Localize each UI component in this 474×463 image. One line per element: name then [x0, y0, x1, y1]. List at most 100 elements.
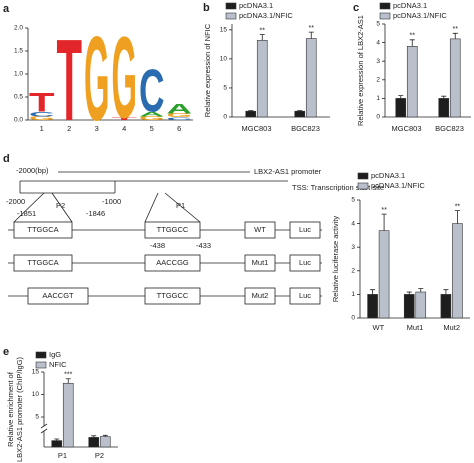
panel-label: d: [3, 153, 10, 165]
logo-letter: A: [167, 101, 192, 117]
significance: **: [309, 25, 315, 32]
y-tick-label: 10: [220, 56, 228, 63]
logo-letter: G: [29, 115, 54, 121]
site-zoom: [144, 192, 159, 223]
error-bar: [54, 438, 60, 441]
axis-break: [40, 428, 48, 434]
y-tick-label: 5: [376, 21, 380, 28]
y-axis-label: Relative expression of LBX2-AS1: [356, 15, 365, 126]
x-tick-label: P1: [58, 451, 67, 460]
y-tick-label: 2.0: [14, 25, 23, 32]
error-bar: [381, 213, 387, 231]
y-axis-label: Relative enrichment of: [6, 371, 15, 447]
significance: ***: [64, 372, 72, 379]
logo-letter: G: [84, 11, 109, 146]
legend-label: pcDNA3.1/NFIC: [393, 11, 447, 20]
site-sequence: TTGGCA: [27, 225, 58, 234]
x-tick-label: Mut2: [443, 323, 460, 332]
logo-letter: A: [139, 111, 165, 118]
bar: [88, 437, 100, 448]
reporter: Luc: [299, 258, 311, 267]
x-tick-label: WT: [372, 323, 384, 332]
legend-swatch: [225, 12, 237, 20]
x-tick-label: P2: [95, 451, 104, 460]
legend-label: pcDNA3.1/NFIC: [239, 11, 293, 20]
error-bar: [398, 95, 404, 99]
significance: **: [453, 26, 459, 33]
x-tick-label: 5: [150, 124, 154, 133]
legend-label: pcDNA3.1: [239, 1, 273, 10]
site-zoom: [164, 192, 201, 223]
site-sequence-box: [144, 221, 201, 239]
y-tick-label: 1: [351, 291, 355, 298]
error-bar: [409, 39, 415, 47]
y-tick-label: 10: [32, 391, 40, 398]
y-axis-label: LBX2-AS1 promoter (ChIP/IgG): [15, 356, 24, 462]
y-tick-label: 15: [32, 369, 40, 376]
logo-letter: G: [112, 14, 137, 143]
site-sequence: AACCGT: [42, 291, 74, 300]
logo-letter: C: [29, 111, 55, 118]
legend-swatch: [379, 2, 391, 10]
y-tick-label: 1.5: [14, 48, 23, 55]
y-axis-label: Relative luciferase activity: [331, 216, 340, 303]
x-tick-label: 4: [122, 124, 126, 133]
panel-label: c: [353, 2, 359, 14]
y-tick-label: 3: [351, 244, 355, 251]
bar: [378, 230, 390, 319]
bar: [62, 382, 74, 448]
y-tick-label: 0: [351, 315, 355, 322]
reporter-box: [289, 254, 321, 272]
site-sequence-box: [13, 254, 73, 272]
logo-letter: T: [29, 88, 55, 118]
site-sequence: TTGGCC: [157, 291, 189, 300]
bar: [99, 436, 111, 448]
panel-label: e: [3, 346, 9, 358]
scale-start: -2000(bp): [16, 166, 49, 175]
y-tick-label: 0: [376, 114, 380, 121]
error-bar: [418, 288, 424, 293]
y-tick-label: 0.0: [14, 117, 23, 124]
bar: [256, 39, 268, 118]
error-bar: [102, 434, 108, 437]
legend-label: NFIC: [49, 360, 67, 369]
x-tick-label: 1: [40, 124, 44, 133]
error-bar: [443, 289, 449, 295]
significance: **: [260, 27, 266, 34]
reporter-box: [289, 287, 321, 305]
y-tick-label: 3: [376, 58, 380, 65]
logo-letter: G: [167, 113, 192, 119]
x-tick-label: MGC803: [391, 124, 421, 133]
logo-letter: C: [167, 117, 193, 121]
bar: [403, 294, 415, 319]
logo-letter: T: [57, 15, 82, 145]
x-tick-label: BGC823: [435, 124, 464, 133]
y-tick-label: 4: [351, 220, 355, 227]
construct-name-box: [244, 221, 276, 239]
site-position: -438: [150, 241, 165, 250]
reporter-box: [289, 221, 321, 239]
bar: [367, 294, 378, 319]
promoter-label: LBX2-AS1 promoter: [254, 167, 322, 176]
position-label: -1000: [102, 197, 121, 206]
construct-name-box: [244, 287, 276, 305]
position-label: -2000: [6, 197, 25, 206]
site-name: P1: [176, 201, 185, 210]
bar: [51, 440, 63, 448]
x-tick-label: BGC823: [291, 124, 320, 133]
bar: [245, 110, 257, 118]
construct-name: Mut2: [252, 291, 269, 300]
site-sequence: TTGGCC: [157, 225, 189, 234]
y-tick-label: 15: [220, 27, 228, 34]
error-bar: [441, 95, 447, 99]
x-tick-label: 3: [95, 124, 99, 133]
legend-label: pcDNA3.1/NFIC: [371, 181, 425, 190]
y-axis-label: Relative expression of NFIC: [203, 23, 212, 117]
legend-swatch: [35, 351, 47, 359]
site-position: -433: [196, 241, 211, 250]
y-tick-label: 5: [351, 197, 355, 204]
y-tick-label: 5: [223, 85, 227, 92]
bar: [294, 110, 306, 118]
site-sequence: AACCGG: [156, 258, 189, 267]
